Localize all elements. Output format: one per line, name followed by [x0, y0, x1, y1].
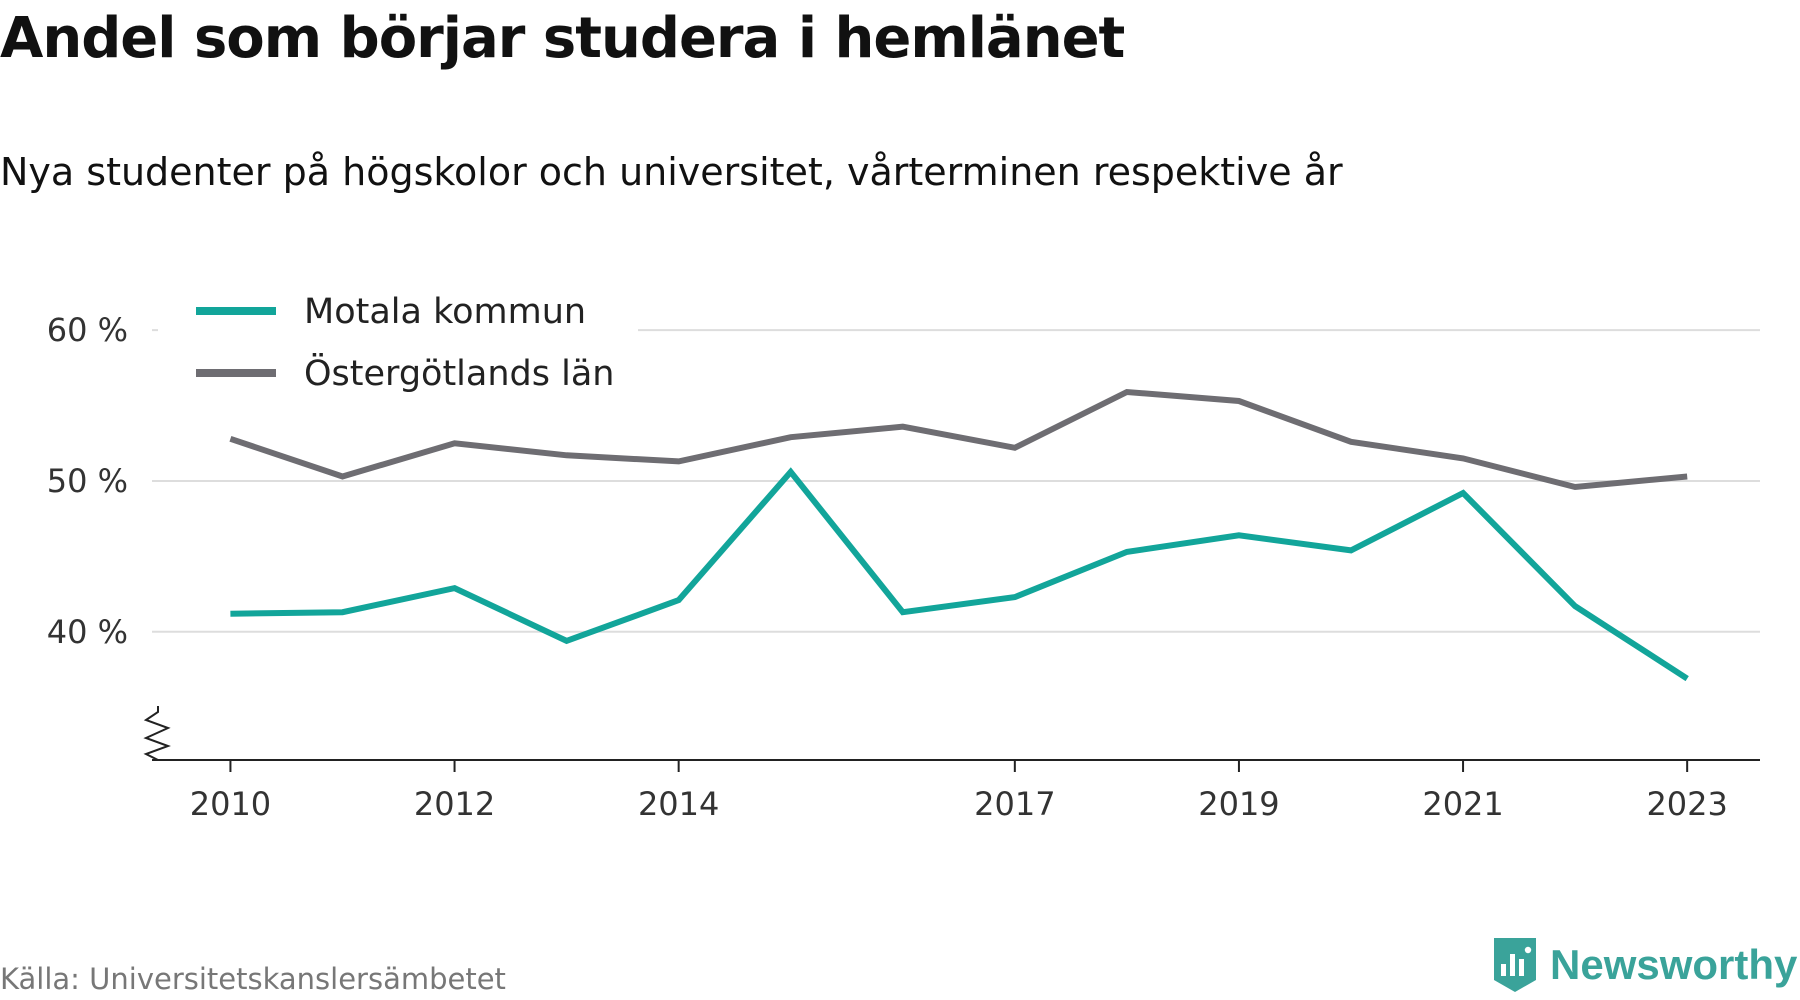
legend-label: Östergötlands län [304, 352, 614, 394]
newsworthy-logo-icon [1494, 938, 1536, 992]
x-tick-label: 2014 [638, 785, 719, 823]
x-tick-label: 2010 [190, 785, 271, 823]
x-tick-label: 2021 [1422, 785, 1503, 823]
x-axis: 2010 2012 2014 2017 2019 2021 2023 [143, 706, 1760, 823]
series-line [230, 467, 1689, 682]
brand-name: Newsworthy [1550, 941, 1798, 988]
y-axis: 40 % 50 % 60 % [47, 311, 128, 651]
legend-label: Motala kommun [304, 292, 586, 332]
x-tick-label: 2019 [1198, 785, 1279, 823]
line-chart: 40 % 50 % 60 % 2010 2012 2014 2017 2019 2021 202… [46, 270, 1760, 823]
x-tick-label: 2012 [414, 785, 495, 823]
series-line [229, 388, 1688, 491]
y-tick-label: 50 % [47, 462, 128, 500]
y-tick-label: 60 % [47, 311, 128, 349]
x-tick-label: 2023 [1646, 785, 1727, 823]
y-tick-label: 40 % [47, 613, 128, 651]
brand-logo: Newsworthy [1490, 936, 1797, 994]
x-tick-label: 2017 [974, 785, 1055, 823]
legend: Motala kommun Östergötlands län [158, 270, 638, 410]
source-note: Källa: Universitetskanslersämbetet [0, 962, 506, 996]
legend-background [158, 270, 638, 410]
series-lines [229, 388, 1689, 682]
chart-subtitle: Nya studenter på högskolor och universit… [0, 150, 1343, 194]
axis-break-icon [143, 706, 171, 761]
chart-title: Andel som börjar studera i hemlänet [0, 6, 1125, 71]
